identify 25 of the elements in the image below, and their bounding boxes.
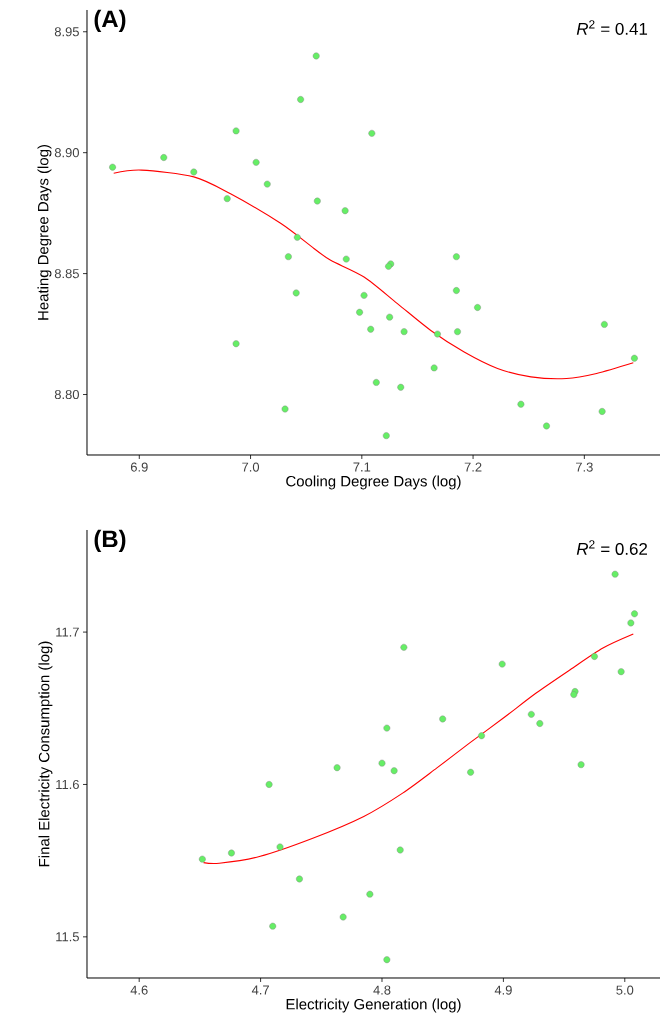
x-tick-label: 7.0 <box>242 462 260 472</box>
y-axis-title: Final Electricity Consumption (log) <box>38 641 53 867</box>
x-tick-label: 4.9 <box>494 985 512 995</box>
x-tick-label: 7.1 <box>353 462 371 472</box>
x-tick-label: 7.3 <box>576 462 593 472</box>
y-tick-label: 8.85 <box>54 269 79 279</box>
x-tick-label: 4.8 <box>373 985 391 995</box>
x-axis-title: Cooling Degree Days (log) <box>286 475 461 490</box>
x-tick-label: 5.0 <box>616 985 634 995</box>
y-tick-label: 11.6 <box>56 779 79 790</box>
chart-title: (B) <box>94 529 126 553</box>
x-tick-label: 7.2 <box>464 462 482 472</box>
y-tick-label: 8.95 <box>54 27 79 37</box>
y-tick-label: 11.5 <box>56 932 79 942</box>
annotation: R$^{2}$ = 0.62 <box>576 540 648 555</box>
x-tick-label: 4.6 <box>130 985 148 995</box>
y-tick-label: 8.90 <box>54 148 79 158</box>
y-axis-title: Heating Degree Days (log) <box>37 145 52 320</box>
annotation: R$^{2}$ = 0.41 <box>576 20 648 35</box>
y-tick-label: 8.80 <box>54 389 79 400</box>
y-tick-label: 11.7 <box>56 627 79 637</box>
chart-title: (A) <box>94 9 126 33</box>
x-tick-label: 6.9 <box>130 462 148 472</box>
x-tick-label: 4.7 <box>251 985 269 995</box>
x-axis-title: Electricity Generation (log) <box>286 998 461 1013</box>
